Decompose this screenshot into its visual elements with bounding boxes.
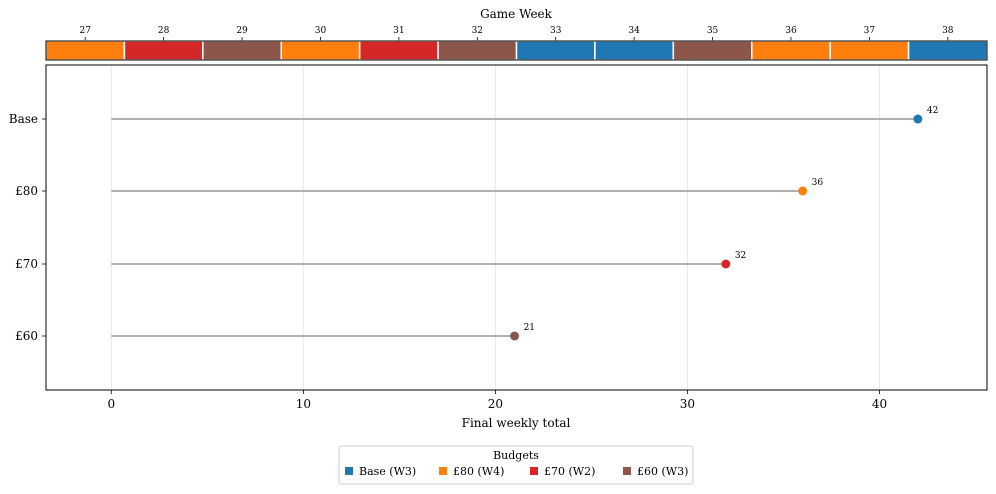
timeline-segment-week-35 (672, 40, 753, 61)
y-tick-label-3: £60 (15, 329, 38, 343)
timeline-tick-label: 29 (236, 26, 248, 36)
timeline-segment-week-37 (829, 40, 910, 61)
data-point-0 (913, 114, 923, 124)
legend-frame (338, 445, 694, 485)
timeline-segment-week-34 (594, 40, 675, 61)
timeline-segment-week-38 (907, 40, 988, 61)
timeline-tick-label: 31 (393, 26, 404, 36)
timeline-tick-label: 32 (472, 26, 483, 36)
data-point-1 (798, 186, 808, 196)
legend-label-0: Base (W3) (359, 465, 416, 478)
grid-lines (110, 65, 880, 390)
legend-label-1: £80 (W4) (453, 465, 504, 478)
timeline-tick-label: 33 (550, 26, 562, 36)
legend-label-3: £60 (W3) (637, 465, 688, 478)
data-points (510, 114, 923, 341)
timeline-segment-week-29 (202, 40, 282, 61)
x-tick-label: 40 (872, 397, 887, 411)
timeline-segment-week-27 (45, 40, 126, 61)
data-point-3 (510, 331, 520, 341)
y-tick-label-1: £80 (15, 184, 38, 198)
legend: Budgets Base (W3) £80 (W4) £70 (W2) £60 (W3… (338, 445, 694, 485)
timeline-tick-label: 35 (707, 26, 719, 36)
timeline-ticks: 27 28 29 30 31 32 33 34 35 36 37 38 (79, 26, 954, 41)
x-axis-ticks: 0 10 20 30 40 (107, 390, 887, 411)
y-tick-label-2: £70 (15, 257, 38, 271)
timeline-tick-label: 28 (158, 26, 170, 36)
timeline-frame (45, 40, 988, 61)
x-tick-label: 0 (107, 397, 115, 411)
x-tick-label: 10 (296, 397, 311, 411)
legend-items: Base (W3) £80 (W4) £70 (W2) £60 (W3) (345, 465, 688, 478)
value-label-2: 32 (735, 251, 746, 261)
plot-frame (45, 64, 988, 391)
timeline-tick-label: 38 (942, 26, 954, 36)
legend-swatch-0 (345, 467, 353, 475)
stems (111, 118, 918, 337)
timeline-segment-week-33 (515, 40, 596, 61)
timeline-tick-label: 34 (628, 26, 640, 36)
data-point-2 (721, 259, 731, 269)
timeline-panel: Game Week 27 28 29 30 31 32 33 34 35 36 37 38 (45, 7, 988, 61)
timeline-tick-label: 30 (315, 26, 327, 36)
x-axis-title: Final weekly total (462, 416, 571, 430)
timeline-tick-label: 36 (785, 26, 797, 36)
lollipop-panel: 42 36 32 21 Base £80 £70 £60 0 10 20 30 40 Final w… (9, 64, 988, 430)
y-axis-labels: Base £80 £70 £60 (9, 112, 46, 343)
timeline-segment-week-31 (358, 40, 439, 61)
legend-label-2: £70 (W2) (544, 465, 595, 478)
legend-swatch-1 (439, 467, 447, 475)
timeline-segments (45, 40, 988, 61)
timeline-tick-label: 37 (864, 26, 876, 36)
timeline-segment-week-30 (280, 40, 361, 61)
legend-swatch-3 (623, 467, 631, 475)
timeline-segment-week-28 (123, 40, 204, 61)
legend-swatch-2 (530, 467, 538, 475)
value-labels: 42 36 32 21 (524, 106, 939, 333)
timeline-axis-title: Game Week (480, 7, 553, 21)
legend-title: Budgets (493, 449, 539, 462)
value-label-1: 36 (812, 178, 824, 188)
timeline-tick-label: 27 (79, 26, 91, 36)
y-tick-label-0: Base (9, 112, 38, 126)
value-label-3: 21 (524, 323, 535, 333)
value-label-0: 42 (927, 106, 938, 116)
x-tick-label: 20 (488, 397, 503, 411)
x-tick-label: 30 (680, 397, 695, 411)
timeline-segment-week-36 (751, 40, 831, 61)
timeline-segment-week-32 (437, 40, 518, 61)
